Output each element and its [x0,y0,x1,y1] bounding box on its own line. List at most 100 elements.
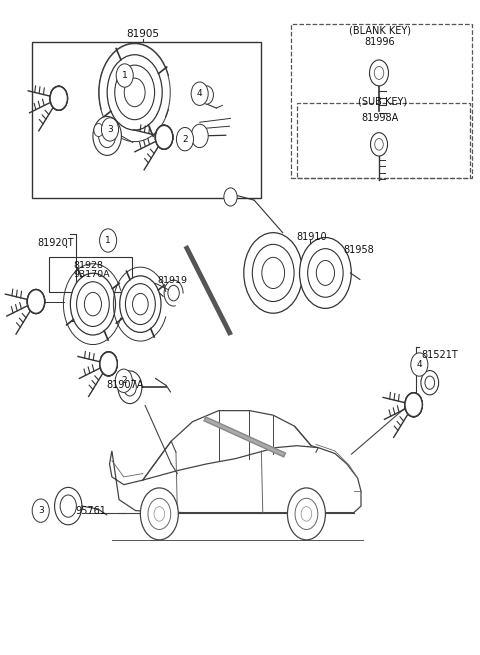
Circle shape [316,261,335,286]
Circle shape [77,282,109,326]
Text: 81928: 81928 [73,261,103,270]
Circle shape [100,352,118,376]
Bar [32,42,261,198]
Circle shape [155,125,173,149]
Circle shape [371,133,387,156]
Circle shape [168,286,179,301]
Circle shape [27,290,45,314]
Circle shape [374,66,384,79]
Circle shape [262,257,285,289]
Bar [291,24,472,178]
Circle shape [93,117,121,155]
Circle shape [421,371,439,395]
Text: (SUB KEY): (SUB KEY) [358,96,407,107]
Circle shape [160,131,168,143]
Circle shape [200,86,214,104]
Circle shape [295,498,318,529]
Circle shape [154,506,165,521]
Circle shape [140,488,179,540]
Circle shape [405,392,422,417]
Circle shape [100,352,117,375]
Circle shape [118,371,142,403]
Text: 81958: 81958 [343,244,374,255]
Circle shape [116,64,133,87]
Circle shape [99,229,117,252]
Circle shape [405,393,422,417]
Circle shape [405,392,422,417]
Text: 2: 2 [182,135,188,143]
Circle shape [120,276,161,332]
Circle shape [125,284,156,325]
Circle shape [107,55,162,130]
Circle shape [115,65,155,120]
Circle shape [84,292,101,316]
Circle shape [252,244,294,301]
Circle shape [409,399,418,411]
Circle shape [160,131,168,143]
Text: 95761: 95761 [75,506,106,515]
Circle shape [411,353,428,376]
Circle shape [132,293,148,315]
Text: 81907A: 81907A [106,380,144,390]
Circle shape [155,125,173,149]
Circle shape [98,124,116,147]
Text: 4: 4 [417,360,422,369]
Circle shape [54,92,63,104]
Circle shape [148,498,171,529]
Circle shape [301,506,312,521]
Circle shape [54,92,63,104]
Circle shape [50,86,68,111]
Text: 3: 3 [38,506,44,515]
Circle shape [32,295,40,308]
Circle shape [27,290,45,313]
Circle shape [160,131,168,143]
Bar [49,257,132,292]
Circle shape [191,124,208,147]
Circle shape [244,233,302,313]
Text: 81919: 81919 [157,276,187,284]
Text: 1: 1 [105,236,111,245]
Circle shape [409,399,418,411]
Circle shape [123,379,136,396]
Bar [297,103,470,178]
Circle shape [54,92,63,104]
Circle shape [100,352,118,376]
Circle shape [308,249,343,297]
Text: 81998A: 81998A [361,113,398,123]
Circle shape [191,82,208,105]
Circle shape [94,124,103,136]
Circle shape [405,392,422,417]
Text: 1: 1 [122,71,128,80]
Circle shape [106,121,114,132]
Circle shape [104,358,113,370]
Circle shape [50,86,68,111]
Circle shape [409,399,418,411]
Circle shape [370,60,388,86]
Circle shape [32,499,49,522]
Circle shape [55,487,82,525]
Circle shape [104,358,113,370]
Text: 81910: 81910 [296,232,326,242]
Circle shape [124,78,145,107]
Text: (BLANK KEY): (BLANK KEY) [349,25,411,35]
Text: 81996: 81996 [365,37,395,47]
Circle shape [50,86,68,111]
Text: 3: 3 [107,125,113,134]
Text: 81905: 81905 [126,29,159,39]
Circle shape [288,488,325,540]
Circle shape [71,273,116,335]
Circle shape [300,238,351,309]
Circle shape [156,126,173,149]
Circle shape [155,125,173,149]
Circle shape [375,138,384,150]
Circle shape [177,128,193,151]
Circle shape [27,290,45,314]
Circle shape [115,369,132,392]
Text: 2: 2 [121,376,127,385]
Circle shape [224,188,237,206]
Circle shape [101,118,119,141]
Circle shape [104,358,113,370]
Circle shape [425,376,434,389]
Text: 81920T: 81920T [37,238,73,248]
Circle shape [27,290,45,314]
